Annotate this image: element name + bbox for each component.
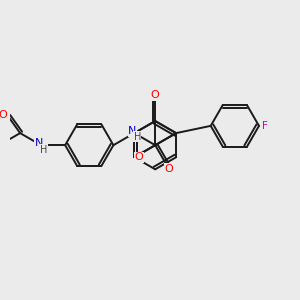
Text: O: O (164, 164, 173, 174)
Text: N: N (35, 138, 43, 148)
Text: O: O (0, 110, 7, 120)
Text: O: O (151, 90, 160, 100)
Text: N: N (128, 126, 136, 136)
Text: H: H (134, 132, 141, 142)
Text: O: O (134, 152, 143, 162)
Text: H: H (40, 145, 47, 154)
Text: F: F (262, 121, 268, 131)
